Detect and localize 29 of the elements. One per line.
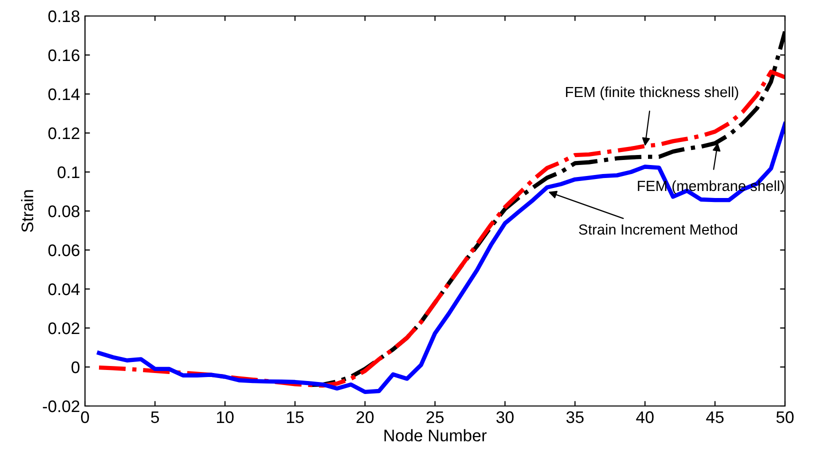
y-tick-label: 0.04 xyxy=(48,283,80,296)
y-tick-label: 0.1 xyxy=(58,166,80,178)
annotation: FEM (membrane shell) xyxy=(638,180,784,194)
x-tick-label: 40 xyxy=(636,411,654,424)
x-tick-label: 30 xyxy=(496,411,514,424)
x-tick-label: 10 xyxy=(217,411,234,424)
y-tick-label: 0.18 xyxy=(48,10,80,22)
x-tick-label: 15 xyxy=(287,411,304,424)
x-tick-label: 45 xyxy=(706,411,724,424)
x-tick-label: 50 xyxy=(776,411,794,424)
x-tick-label: 5 xyxy=(151,411,159,424)
x-tick-label: 35 xyxy=(566,411,584,424)
x-tick-label: 25 xyxy=(426,411,444,424)
y-tick-label: 0.06 xyxy=(48,244,80,256)
y-tick-label: 0.12 xyxy=(48,127,80,140)
annotation: FEM (finite thickness shell) xyxy=(566,86,738,100)
line-series xyxy=(96,122,785,394)
annotation: Strain Increment Method xyxy=(578,224,738,235)
y-tick-label: -0.02 xyxy=(42,400,80,412)
x-tick-label: 20 xyxy=(356,411,374,424)
x-tick-label: 0 xyxy=(81,411,89,424)
y-tick-label: 0.02 xyxy=(48,322,80,334)
y-tick-label: 0.16 xyxy=(48,49,80,62)
y-tick-label: 0.08 xyxy=(48,205,80,218)
y-axis-title: Strain xyxy=(21,190,34,232)
x-axis-title: Node Number xyxy=(384,429,487,442)
line-series xyxy=(96,70,785,388)
y-tick-label: 0 xyxy=(72,361,80,374)
y-tick-label: 0.14 xyxy=(48,88,80,100)
